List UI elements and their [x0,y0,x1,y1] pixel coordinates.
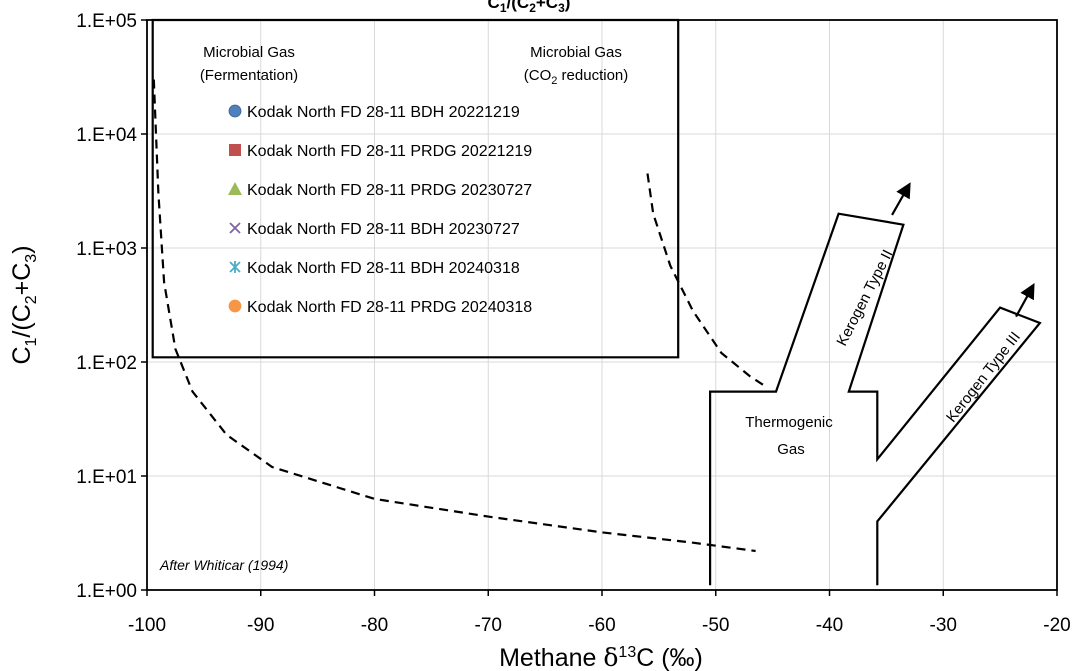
kerogen-type-3-label: Kerogen Type III [943,329,1024,426]
thermogenic-field-boundary [708,212,1042,586]
x-tick-label: -30 [930,615,957,636]
legend-marker-circle [228,104,242,118]
y-tick-label: 1.E+03 [76,239,137,260]
x-tick-label: -20 [1043,615,1070,636]
legend-label: Kodak North FD 28-11 BDH 20221219 [247,104,520,121]
thermogenic-label-1: Thermogenic [745,414,833,431]
legend-label: Kodak North FD 28-11 PRDG 20230727 [247,182,532,199]
y-tick-label: 1.E+04 [76,125,137,146]
fermentation-label-1: Microbial Gas [203,44,295,61]
x-tick-label: -50 [702,615,729,636]
y-tick-label: 1.E+00 [76,581,137,602]
y-tick-label: 1.E+05 [76,11,137,32]
legend: Kodak North FD 28-11 BDH 20221219 Kodak N… [228,104,532,316]
chart-title: C1/(C2+C3) [488,0,571,15]
co2-reduction-trend-curve [646,173,768,389]
fermentation-label-2: (Fermentation) [200,67,298,84]
gridlines [147,20,1057,590]
fermentation-trend-curve [152,79,756,553]
kerogen-type-2-label: Kerogen Type II [833,247,896,349]
axes: -100 -90 -80 -70 -60 -50 -40 -30 -20 1.E+00 1.E+01… [76,11,1070,636]
x-tick-label: -100 [128,615,166,636]
legend-marker-circle [228,299,242,313]
x-tick-label: -80 [361,615,388,636]
y-tick-label: 1.E+01 [76,467,137,488]
legend-marker-x [229,222,241,234]
source-note: After Whiticar (1994) [159,557,288,573]
y-axis-title: C1/(C2+C3) [8,245,40,364]
legend-marker-star [229,261,241,273]
thermogenic-label-2: Gas [777,441,805,458]
kerogen-type-2-arrow [891,182,911,216]
legend-label: Kodak North FD 28-11 PRDG 20221219 [247,143,532,160]
kerogen-type-3-arrow [1015,283,1035,318]
x-tick-label: -60 [588,615,615,636]
co2-reduction-label-1: Microbial Gas [530,44,622,61]
y-tick-label: 1.E+02 [76,353,137,374]
legend-label: Kodak North FD 28-11 BDH 20230727 [247,221,520,238]
legend-label: Kodak North FD 28-11 PRDG 20240318 [247,299,532,316]
x-tick-label: -70 [475,615,502,636]
legend-marker-triangle [228,182,242,195]
x-tick-label: -40 [816,615,843,636]
x-tick-label: -90 [247,615,274,636]
legend-marker-square [229,144,241,156]
legend-label: Kodak North FD 28-11 BDH 20240318 [247,260,520,277]
co2-reduction-label-2: (CO2 reduction) [524,67,629,87]
x-axis-title: Methane δ13C (‰) [499,643,703,671]
